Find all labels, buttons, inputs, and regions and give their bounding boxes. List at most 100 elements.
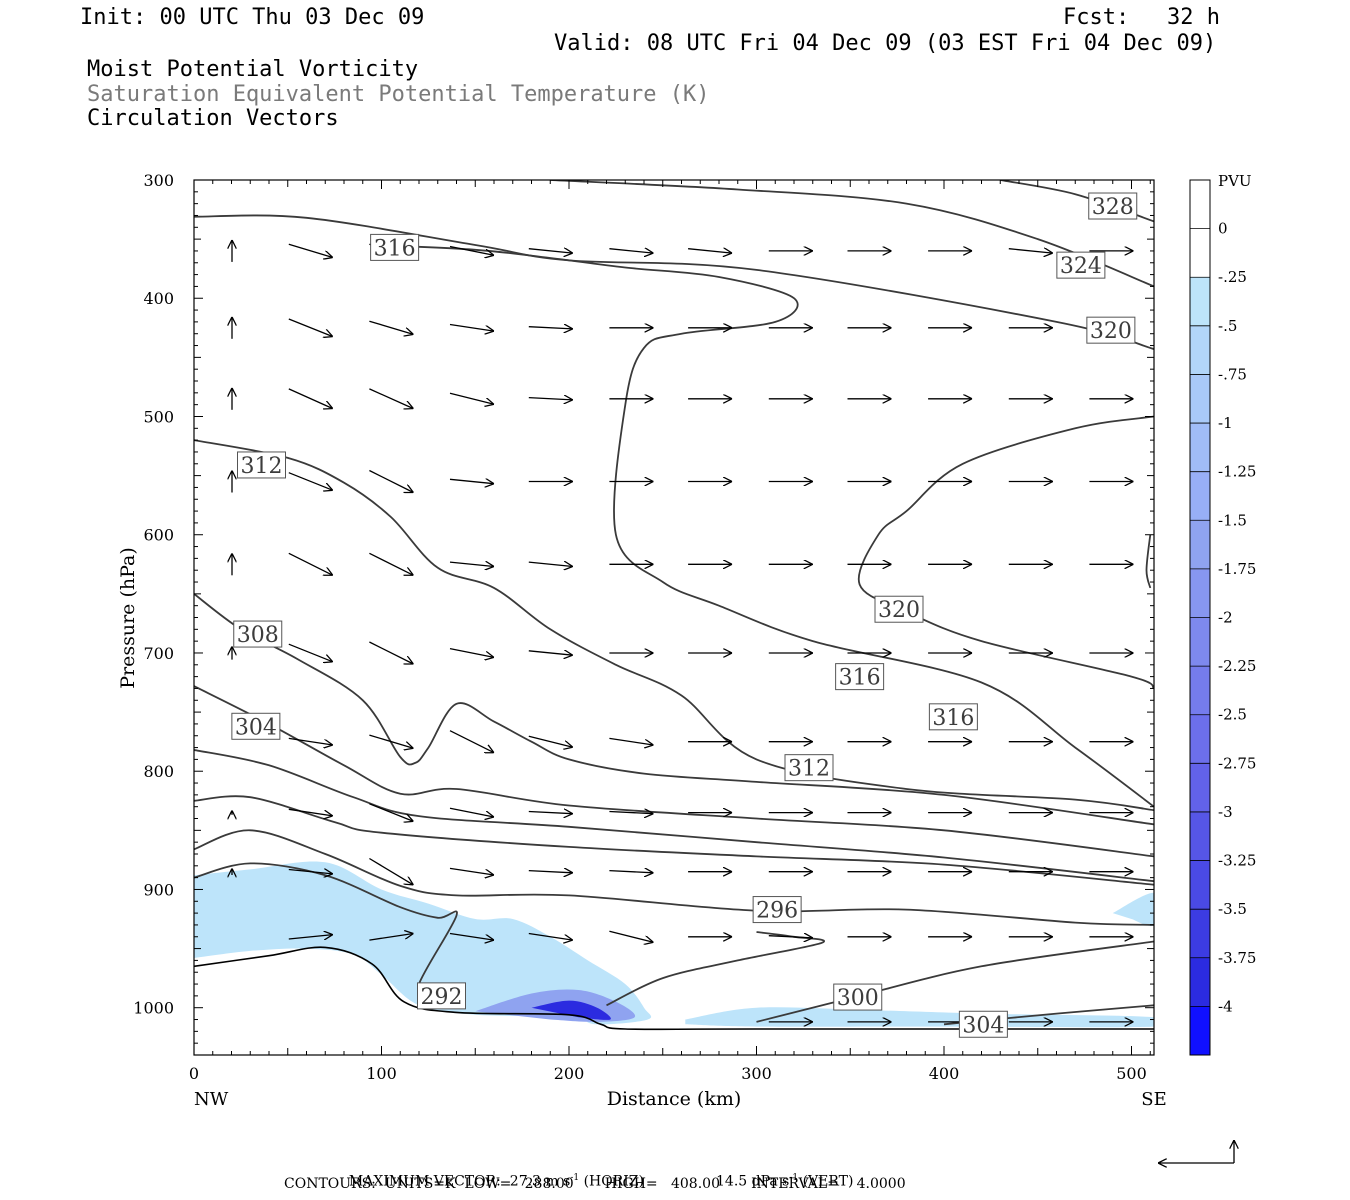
contour-label: 316 bbox=[928, 703, 978, 731]
contour-label-box bbox=[1056, 251, 1106, 279]
x-tick-label: 200 bbox=[554, 1064, 585, 1083]
colorbar-label: -3.75 bbox=[1218, 949, 1256, 967]
theta-contour-line bbox=[857, 415, 1154, 690]
field-title-vectors: Circulation Vectors bbox=[87, 106, 339, 131]
contour-label-box bbox=[1088, 192, 1138, 220]
contour-label-box bbox=[237, 451, 286, 479]
x-tick-label: 0 bbox=[189, 1064, 199, 1083]
theta-contour-line bbox=[194, 685, 1154, 858]
circulation-vector bbox=[449, 245, 494, 256]
horiz-max-value: 27.3 bbox=[509, 1173, 541, 1190]
contour-label: 320 bbox=[874, 595, 924, 623]
theta-contour-line bbox=[194, 214, 1154, 350]
field-title-mpv: Moist Potential Vorticity bbox=[87, 57, 419, 82]
contour-label-text: 316 bbox=[839, 666, 881, 691]
circulation-vector bbox=[609, 930, 653, 942]
y-tick-label: 900 bbox=[143, 880, 174, 899]
contour-label-text: 300 bbox=[837, 986, 879, 1011]
circulation-vector bbox=[369, 934, 413, 941]
vert-unit-exponent: -1 bbox=[789, 1173, 799, 1183]
x-tick-label: 100 bbox=[366, 1064, 397, 1083]
contour-label-box bbox=[928, 703, 978, 731]
circulation-vector bbox=[449, 932, 494, 941]
theta-contour-line bbox=[194, 829, 1154, 926]
circulation-vector bbox=[449, 730, 494, 753]
circulation-vector bbox=[528, 327, 573, 329]
y-axis-title: Pressure (hPa) bbox=[117, 547, 139, 689]
circulation-vector bbox=[369, 734, 413, 748]
contour-label: 316 bbox=[370, 233, 420, 261]
circulation-vector bbox=[288, 737, 333, 745]
theta-contour-line bbox=[550, 180, 1154, 288]
colorbar-label: -3.5 bbox=[1218, 900, 1247, 918]
circulation-vector bbox=[528, 812, 573, 814]
x-tick-label: 300 bbox=[741, 1064, 772, 1083]
colorbar-swatch bbox=[1190, 714, 1210, 764]
circulation-vector bbox=[528, 651, 573, 655]
mpv-shade-region bbox=[1112, 892, 1154, 926]
axis-layer: 0 100 200 300 400 500 300 400 500 600 700 800 900 100… bbox=[133, 171, 1154, 1083]
contour-label: 312 bbox=[237, 451, 286, 479]
colorbar-label: -1.25 bbox=[1218, 463, 1256, 481]
mpv-shading-layer bbox=[194, 861, 1154, 1028]
mpv-shade-region bbox=[194, 861, 652, 1025]
circulation-vector bbox=[369, 552, 413, 575]
colorbar-swatch bbox=[1190, 909, 1210, 959]
contour-label-box bbox=[417, 982, 466, 1010]
circulation-vector bbox=[369, 857, 413, 885]
contour-label-box bbox=[370, 233, 420, 261]
circulation-vector bbox=[449, 867, 494, 875]
contour-label-text: 308 bbox=[237, 623, 279, 648]
colorbar-swatch bbox=[1190, 666, 1210, 716]
contour-label-box bbox=[233, 620, 283, 648]
theta-contour-line bbox=[194, 439, 1154, 812]
colorbar-swatch bbox=[1190, 277, 1210, 327]
colorbar-title: PVU bbox=[1218, 172, 1252, 190]
contour-label: 320 bbox=[1086, 316, 1136, 344]
x-axis-title: Distance (km) bbox=[607, 1088, 742, 1110]
contour-label: 304 bbox=[231, 712, 281, 740]
colorbar-swatch bbox=[1190, 423, 1210, 473]
valid-time: Valid: 08 UTC Fri 04 Dec 09 (03 EST Fri … bbox=[554, 31, 1217, 56]
colorbar-swatch bbox=[1190, 957, 1210, 1007]
circulation-vector bbox=[288, 243, 333, 257]
contour-label-box bbox=[231, 712, 281, 740]
y-tick-label: 700 bbox=[143, 644, 174, 663]
theta-contour-line bbox=[1000, 180, 1154, 223]
colorbar-swatch bbox=[1190, 568, 1210, 618]
x-tick-label: 400 bbox=[929, 1064, 960, 1083]
max-vector-label: MAXIMUM VECTOR: bbox=[348, 1173, 501, 1190]
circulation-vector bbox=[768, 936, 813, 938]
contour-label: 328 bbox=[1088, 192, 1138, 220]
colorbar-swatch bbox=[1190, 811, 1210, 862]
circulation-vector bbox=[449, 647, 494, 658]
circulation-vector bbox=[288, 808, 333, 816]
contour-label: 304 bbox=[958, 1010, 1008, 1038]
contour-label-box bbox=[784, 754, 834, 782]
circulation-vector bbox=[449, 562, 494, 566]
colorbar-label: -2.75 bbox=[1218, 754, 1256, 772]
circulation-vector bbox=[609, 249, 653, 253]
circulation-vector bbox=[528, 562, 573, 566]
contour-label-text: 320 bbox=[878, 598, 920, 623]
circulation-vector bbox=[449, 392, 494, 404]
circulation-vector bbox=[528, 735, 573, 747]
contour-label-text: 304 bbox=[235, 715, 277, 740]
theta-contour-line bbox=[606, 931, 825, 1007]
contour-label-text: 292 bbox=[421, 985, 463, 1010]
colorbar-swatch bbox=[1190, 325, 1210, 375]
circulation-vector bbox=[609, 737, 653, 745]
circulation-vector bbox=[528, 871, 573, 873]
init-time: Init: 00 UTC Thu 03 Dec 09 bbox=[80, 5, 425, 30]
circulation-vector bbox=[688, 249, 732, 253]
theta-contour-line bbox=[194, 946, 1154, 1031]
theta-contour-line bbox=[194, 749, 1154, 883]
circulation-vector bbox=[288, 388, 333, 409]
circulation-vector bbox=[528, 249, 573, 253]
colorbar-label: -2.25 bbox=[1218, 657, 1256, 675]
contour-label-layer: 328 324 320 316 312 320 316 316 312 308 304 296 300 3… bbox=[231, 192, 1138, 1038]
circulation-vector bbox=[369, 641, 413, 664]
x-end-label-left: NW bbox=[194, 1089, 229, 1110]
forecast-hours: 32 h bbox=[1167, 5, 1220, 30]
circulation-vector bbox=[369, 388, 413, 409]
